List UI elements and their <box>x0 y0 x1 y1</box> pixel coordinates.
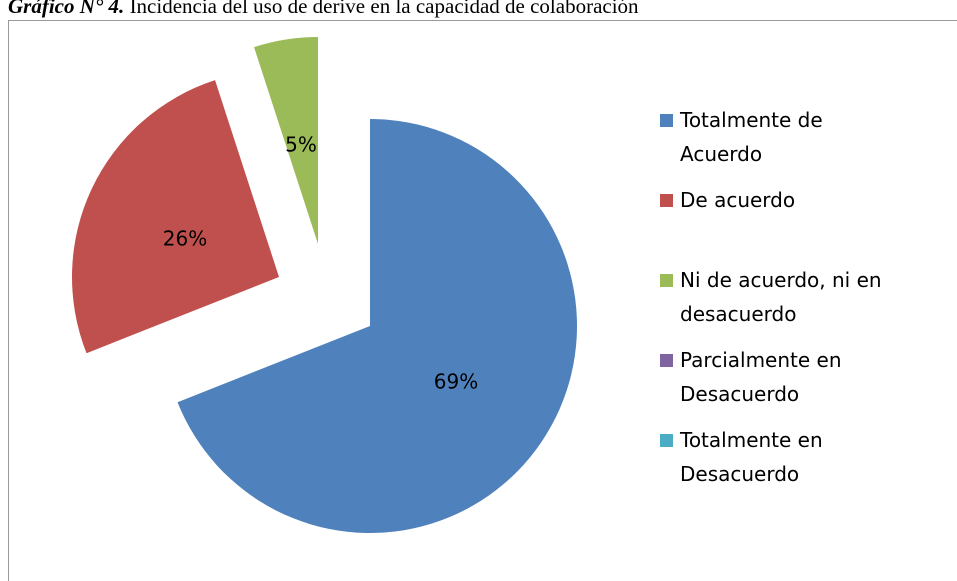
data-label: 69% <box>434 370 478 394</box>
caption-number: Gráfico N° 4. <box>8 0 125 18</box>
legend: Totalmente de Acuerdo De acuerdo Ni de acu… <box>660 103 950 503</box>
caption: Gráfico N° 4. Incidencia del uso de deri… <box>8 0 639 19</box>
legend-swatch <box>660 114 673 127</box>
pie-slice <box>177 119 578 534</box>
legend-label: Totalmente en Desacuerdo <box>680 428 823 486</box>
chart-title: Incidencia del uso de derive en la capac… <box>129 0 639 18</box>
legend-item: Parcialmente en Desacuerdo <box>660 343 950 423</box>
pie-slice <box>71 80 279 354</box>
legend-label: Totalmente de Acuerdo <box>680 108 823 166</box>
legend-swatch <box>660 274 673 287</box>
legend-swatch <box>660 194 673 207</box>
legend-swatch <box>660 434 673 447</box>
legend-swatch <box>660 354 673 367</box>
legend-item: De acuerdo <box>660 183 950 263</box>
legend-label: De acuerdo <box>680 188 796 212</box>
legend-label: Parcialmente en Desacuerdo <box>680 348 842 406</box>
legend-label: Ni de acuerdo, ni en desacuerdo <box>680 268 882 326</box>
data-label: 26% <box>163 227 207 251</box>
pie-slice <box>254 37 318 244</box>
legend-item: Ni de acuerdo, ni en desacuerdo <box>660 263 950 343</box>
legend-item: Totalmente de Acuerdo <box>660 103 950 183</box>
chart-frame <box>8 20 957 581</box>
legend-item: Totalmente en Desacuerdo <box>660 423 950 503</box>
data-label: 5% <box>285 133 317 157</box>
